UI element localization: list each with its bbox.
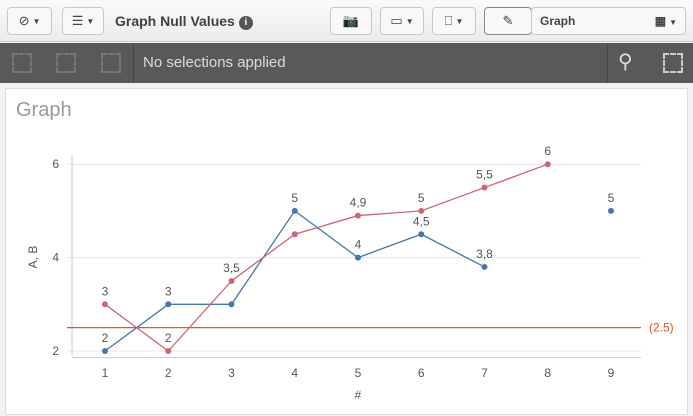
selections-status: No selections applied bbox=[143, 54, 286, 71]
data-point-A bbox=[102, 348, 108, 354]
y-tick-label: 2 bbox=[52, 344, 59, 358]
sheet-selector[interactable]: Graph ▦ ▼ bbox=[531, 7, 686, 35]
line-chart[interactable]: 2 4 6 1 2 3 4 5 6 7 8 9 # A, B (2.5) 2 3 5 4 4,5 3,8 5 3 2 3,5 4,… bbox=[6, 89, 689, 416]
x-tick-label: 8 bbox=[544, 366, 551, 380]
snapshot-button[interactable]: 📷 bbox=[330, 7, 372, 35]
series-line-B bbox=[104, 163, 548, 352]
pencil-icon: ✎ bbox=[502, 13, 514, 28]
data-point-B bbox=[355, 212, 361, 219]
data-point-A bbox=[418, 231, 425, 238]
y-tick-label: 6 bbox=[52, 157, 59, 171]
x-tick-label: 5 bbox=[355, 366, 362, 380]
x-tick-label: 2 bbox=[165, 366, 172, 380]
data-point-B bbox=[291, 231, 298, 238]
search-icon[interactable]: ⚲ bbox=[618, 51, 633, 73]
list-icon: ☰ bbox=[71, 13, 84, 28]
x-tick-label: 7 bbox=[481, 366, 488, 380]
presentation-icon: ▭ bbox=[390, 13, 403, 28]
app-title: Graph Null Values i bbox=[115, 13, 253, 30]
toolbar: ⊘ ▼ ☰ ▼ Graph Null Values i 📷 ▭ ▼ ⎕ ▼ ✎ Graph… bbox=[0, 0, 693, 42]
bookmark-icon: ⎕ bbox=[444, 13, 453, 28]
y-tick-label: 4 bbox=[52, 251, 59, 265]
data-point-A bbox=[165, 301, 172, 308]
step-back-icon[interactable] bbox=[12, 53, 32, 73]
sheet-name: Graph bbox=[540, 14, 576, 28]
data-point-B bbox=[544, 161, 551, 168]
data-label-B: 5 bbox=[418, 191, 425, 205]
data-label-B: 3,5 bbox=[223, 261, 240, 275]
data-label-A: 3 bbox=[165, 284, 172, 298]
reference-line-label: (2.5) bbox=[649, 321, 674, 335]
sheets-icon: ▦ ▼ bbox=[654, 14, 677, 28]
step-forward-icon[interactable] bbox=[56, 53, 76, 73]
bookmark-button[interactable]: ⎕ ▼ bbox=[432, 7, 476, 35]
info-icon[interactable]: i bbox=[238, 16, 253, 30]
selections-bar: No selections applied ⚲ bbox=[0, 43, 693, 83]
x-axis-title: # bbox=[355, 388, 362, 402]
data-label-B: 4,9 bbox=[350, 196, 367, 210]
selection-tool-icon[interactable] bbox=[663, 53, 683, 73]
x-tick-label: 3 bbox=[228, 366, 235, 380]
chart-title: Graph bbox=[16, 99, 72, 121]
data-label-B: 5,5 bbox=[476, 168, 493, 182]
data-label-A: 3,8 bbox=[476, 247, 493, 261]
edit-button[interactable]: ✎ bbox=[484, 7, 532, 35]
x-tick-label: 4 bbox=[291, 366, 298, 380]
clear-selections-icon[interactable] bbox=[101, 53, 121, 73]
x-tick-label: 9 bbox=[608, 366, 615, 380]
menu-button[interactable]: ☰ ▼ bbox=[62, 7, 104, 35]
camera-icon: 📷 bbox=[342, 13, 360, 28]
y-axis-title: A, B bbox=[26, 246, 40, 269]
x-tick-label: 6 bbox=[418, 366, 425, 380]
data-label-A: 5 bbox=[608, 191, 615, 205]
data-point-A bbox=[355, 254, 361, 261]
data-point-A bbox=[608, 207, 614, 214]
compass-icon: ⊘ bbox=[18, 13, 30, 28]
chart-card: Graph 2 4 6 1 2 3 4 5 6 7 8 9 # A, B (2.5) 2 3 5 4 4,5 3,8 5 3… bbox=[5, 88, 688, 415]
x-tick-label: 1 bbox=[102, 366, 109, 380]
data-point-B bbox=[228, 277, 235, 284]
data-point-B bbox=[418, 207, 425, 214]
data-label-A: 4 bbox=[355, 238, 362, 252]
data-label-B: 2 bbox=[165, 331, 172, 345]
data-label-A: 5 bbox=[291, 191, 298, 205]
data-point-B bbox=[481, 184, 488, 191]
data-label-A: 4,5 bbox=[413, 214, 430, 228]
navigation-button[interactable]: ⊘ ▼ bbox=[7, 7, 52, 35]
data-point-B bbox=[102, 301, 108, 308]
data-label-B: 3 bbox=[102, 284, 109, 298]
data-point-A bbox=[481, 263, 488, 270]
app-title-text: Graph Null Values bbox=[115, 13, 235, 29]
story-button[interactable]: ▭ ▼ bbox=[380, 7, 424, 35]
data-label-A: 2 bbox=[102, 331, 109, 345]
data-point-A bbox=[228, 301, 235, 308]
data-point-B bbox=[165, 348, 172, 354]
data-point-A bbox=[291, 207, 298, 214]
data-label-B: 6 bbox=[544, 144, 551, 158]
